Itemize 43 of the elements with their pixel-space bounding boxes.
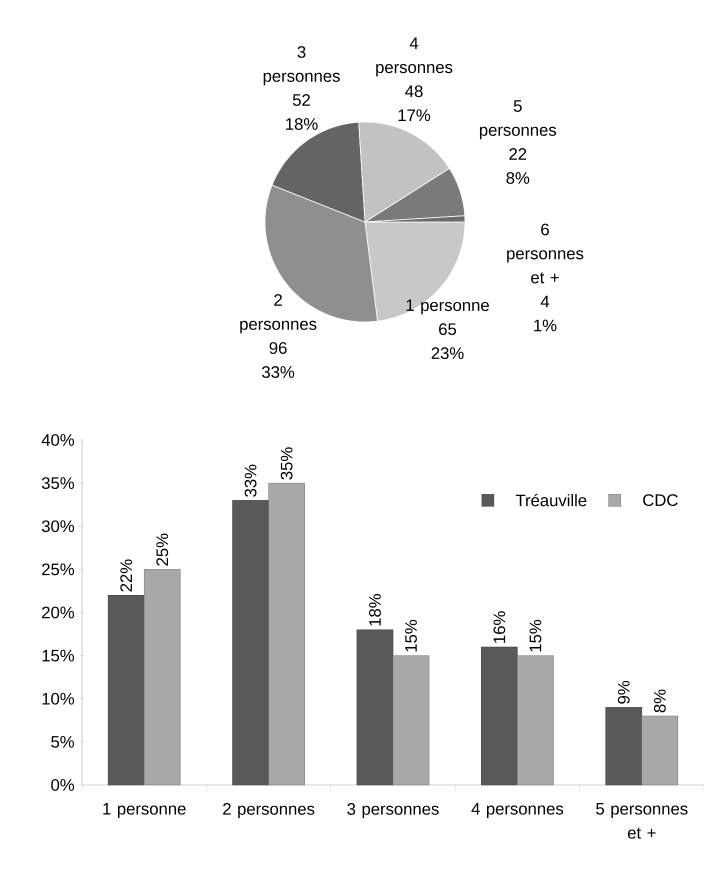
y-tick-label: 0% <box>51 779 74 791</box>
data-label: 18% <box>369 594 381 626</box>
data-label: 15% <box>405 620 417 652</box>
x-tick-label: 2 personnes <box>223 803 314 818</box>
x-tick-label: 4 personnes <box>471 803 564 818</box>
y-tick-label: 35% <box>42 477 74 490</box>
data-label: 8% <box>654 690 666 712</box>
data-label: 15% <box>530 620 542 652</box>
bar <box>481 646 518 786</box>
y-tick-label: 10% <box>42 692 74 705</box>
y-tick-label: 25% <box>42 563 74 576</box>
data-label: 4 1% <box>534 296 556 332</box>
y-tick-label: 20% <box>42 606 74 618</box>
data-label: 22% <box>120 560 132 592</box>
data-label: 96 33% <box>262 342 294 378</box>
slice-label: 3 personnes <box>264 46 340 86</box>
bar <box>605 707 642 786</box>
slice-label: 5 personnes <box>480 100 556 140</box>
data-label: 25% <box>156 534 168 566</box>
data-label: 35% <box>280 447 293 480</box>
x-tick-label: 1 personne <box>103 803 186 818</box>
slice-label: 4 personnes <box>376 37 452 76</box>
data-label: 65 23% <box>432 323 464 360</box>
data-label: 52 18% <box>286 94 318 130</box>
x-tick-label: 5 personnes et + <box>596 803 688 839</box>
data-label: 22 8% <box>506 148 530 184</box>
slice-label: 6 personnes et + <box>507 224 584 284</box>
y-tick-label: 15% <box>42 650 74 662</box>
data-label: 33% <box>244 464 256 497</box>
data-label: 16% <box>493 611 506 643</box>
legend-label: Tréauville <box>516 494 586 506</box>
data-label: 9% <box>618 680 630 704</box>
bar <box>108 594 144 786</box>
y-tick-label: 5% <box>51 736 74 748</box>
y-tick-label: 40% <box>42 434 74 446</box>
bar <box>232 500 269 786</box>
y-tick-label: 30% <box>42 520 74 532</box>
slice-label: 1 personne <box>406 299 489 314</box>
data-label: 48 17% <box>398 85 430 122</box>
x-tick-label: 3 personnes <box>347 803 439 818</box>
bar <box>356 629 394 786</box>
legend-label: CDC <box>643 494 678 506</box>
slice-label: 2 personnes <box>240 294 316 334</box>
